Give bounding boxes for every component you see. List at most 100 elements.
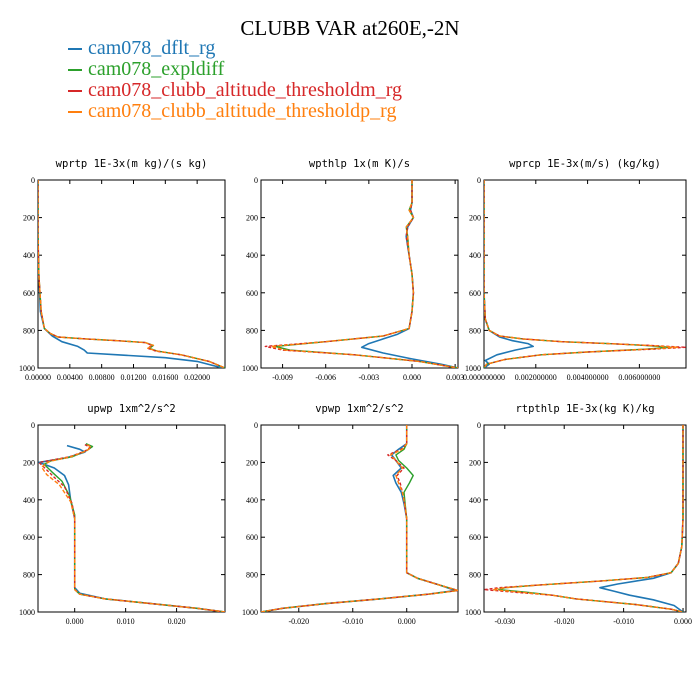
y-tick-label: 1000 bbox=[465, 364, 481, 373]
y-tick-label: 0 bbox=[254, 421, 258, 430]
plot-frame bbox=[483, 179, 687, 369]
y-tick-label: 400 bbox=[23, 251, 35, 260]
series-line-4 bbox=[38, 180, 225, 368]
x-tick-label: 0.006000000 bbox=[618, 373, 660, 382]
legend-label-expldiff: cam078_expldiff bbox=[88, 58, 225, 80]
y-tick-label: 200 bbox=[23, 214, 35, 223]
x-tick-label: 0.00800 bbox=[89, 373, 115, 382]
panel-title: vpwp 1xm^2/s^2 bbox=[315, 403, 404, 415]
series-line-1 bbox=[38, 180, 223, 368]
x-tick-label: 0.010 bbox=[117, 617, 135, 626]
series-line-3 bbox=[38, 443, 225, 612]
y-tick-label: 400 bbox=[23, 496, 35, 505]
series-line-1 bbox=[261, 425, 457, 612]
x-tick-label: -0.020 bbox=[554, 617, 575, 626]
x-tick-label: 0.020 bbox=[168, 617, 186, 626]
legend-item-thresholdp: cam078_clubb_altitude_thresholdp_rg bbox=[68, 101, 402, 122]
y-tick-label: 400 bbox=[469, 251, 481, 260]
x-tick-label: 0.01600 bbox=[152, 373, 178, 382]
series-line-2 bbox=[274, 180, 458, 368]
y-tick-label: 800 bbox=[23, 326, 35, 335]
series-line-2 bbox=[261, 425, 458, 612]
x-tick-label: 0.000 bbox=[66, 617, 84, 626]
x-tick-label: 0.003 bbox=[446, 373, 464, 382]
plot-frame bbox=[483, 424, 687, 613]
x-tick-label: 0.004000000 bbox=[567, 373, 609, 382]
panel-title: rtpthlp 1E-3x(kg K)/kg bbox=[515, 403, 654, 415]
y-tick-label: 400 bbox=[246, 496, 258, 505]
y-tick-label: 0 bbox=[31, 421, 35, 430]
y-tick-label: 800 bbox=[246, 571, 258, 580]
plot-frame bbox=[37, 179, 226, 369]
series-line-2 bbox=[43, 443, 225, 612]
legend-item-expldiff: cam078_expldiff bbox=[68, 59, 402, 80]
x-tick-label: 0.000 bbox=[674, 617, 692, 626]
series-line-4 bbox=[492, 425, 684, 612]
y-tick-label: 600 bbox=[23, 289, 35, 298]
series-line-1 bbox=[599, 425, 684, 612]
series-line-3 bbox=[264, 180, 458, 368]
y-tick-label: 1000 bbox=[19, 608, 35, 617]
chart-panel-1: wprtp 1E-3x(m kg)/(s kg) 0 200 400 600 800 100… bbox=[19, 158, 226, 382]
x-tick-label: -0.020 bbox=[288, 617, 309, 626]
y-tick-label: 400 bbox=[246, 251, 258, 260]
y-tick-label: 1000 bbox=[242, 608, 258, 617]
legend-swatch-thresholdp bbox=[68, 111, 82, 114]
panel-title: wprcp 1E-3x(m/s) (kg/kg) bbox=[509, 158, 661, 170]
y-tick-label: 800 bbox=[469, 326, 481, 335]
x-tick-label: 0.000 bbox=[398, 617, 416, 626]
x-tick-label: 0.00400 bbox=[57, 373, 83, 382]
y-tick-label: 600 bbox=[23, 533, 35, 542]
series-line-1 bbox=[38, 444, 225, 612]
figure-title: CLUBB VAR at260E,-2N bbox=[240, 16, 460, 40]
y-tick-label: 600 bbox=[469, 533, 481, 542]
series-line-2 bbox=[38, 180, 225, 368]
y-tick-label: 600 bbox=[246, 289, 258, 298]
x-tick-label: 0.000000000 bbox=[463, 373, 505, 382]
x-tick-label: 0.00000 bbox=[25, 373, 51, 382]
x-tick-label: -0.010 bbox=[342, 617, 363, 626]
legend: cam078_dflt_rg cam078_expldiff cam078_cl… bbox=[68, 38, 402, 122]
x-tick-label: -0.030 bbox=[494, 617, 515, 626]
y-tick-label: 0 bbox=[31, 176, 35, 185]
legend-item-dflt: cam078_dflt_rg bbox=[68, 38, 402, 59]
y-tick-label: 0 bbox=[477, 421, 481, 430]
x-tick-label: -0.003 bbox=[359, 373, 380, 382]
legend-swatch-expldiff bbox=[68, 69, 82, 72]
plot-frame bbox=[260, 179, 459, 369]
series-line-4 bbox=[261, 425, 458, 612]
series-line-3 bbox=[484, 425, 684, 612]
x-tick-label: -0.006 bbox=[315, 373, 336, 382]
y-tick-label: 200 bbox=[246, 214, 258, 223]
y-tick-label: 0 bbox=[477, 176, 481, 185]
legend-label-thresholdm: cam078_clubb_altitude_thresholdm_rg bbox=[88, 79, 403, 101]
y-tick-label: 1000 bbox=[19, 364, 35, 373]
y-tick-label: 600 bbox=[469, 289, 481, 298]
chart-panel-6: rtpthlp 1E-3x(kg K)/kg 0 200 400 600 800 1000 -… bbox=[465, 403, 692, 626]
y-tick-label: 400 bbox=[469, 496, 481, 505]
chart-panel-4: upwp 1xm^2/s^2 0 200 400 600 800 1000 0.000 0.01… bbox=[19, 403, 226, 626]
chart-panel-3: wprcp 1E-3x(m/s) (kg/kg) 0 200 400 600 800 100… bbox=[463, 158, 687, 382]
plot-frame bbox=[37, 424, 226, 613]
legend-swatch-dflt bbox=[68, 48, 82, 51]
y-tick-label: 800 bbox=[469, 571, 481, 580]
chart-panel-2: wpthlp 1x(m K)/s 0 200 400 600 800 1000 -0.009 -… bbox=[242, 158, 464, 382]
y-tick-label: 200 bbox=[246, 458, 258, 467]
x-tick-label: 0.01200 bbox=[120, 373, 146, 382]
y-tick-label: 800 bbox=[246, 326, 258, 335]
y-tick-label: 600 bbox=[246, 533, 258, 542]
y-tick-label: 200 bbox=[469, 458, 481, 467]
y-tick-label: 800 bbox=[23, 571, 35, 580]
x-tick-label: 0.002000000 bbox=[515, 373, 557, 382]
plot-frame bbox=[260, 424, 459, 613]
x-tick-label: 0.000 bbox=[403, 373, 421, 382]
chart-panel-5: vpwp 1xm^2/s^2 0 200 400 600 800 1000 -0.020 -0.… bbox=[242, 403, 459, 626]
y-tick-label: 200 bbox=[23, 458, 35, 467]
y-tick-label: 1000 bbox=[465, 608, 481, 617]
y-tick-label: 0 bbox=[254, 176, 258, 185]
series-line-4 bbox=[270, 180, 458, 368]
y-tick-label: 1000 bbox=[242, 364, 258, 373]
panel-title: wpthlp 1x(m K)/s bbox=[309, 158, 410, 170]
legend-label-thresholdp: cam078_clubb_altitude_thresholdp_rg bbox=[88, 100, 397, 122]
